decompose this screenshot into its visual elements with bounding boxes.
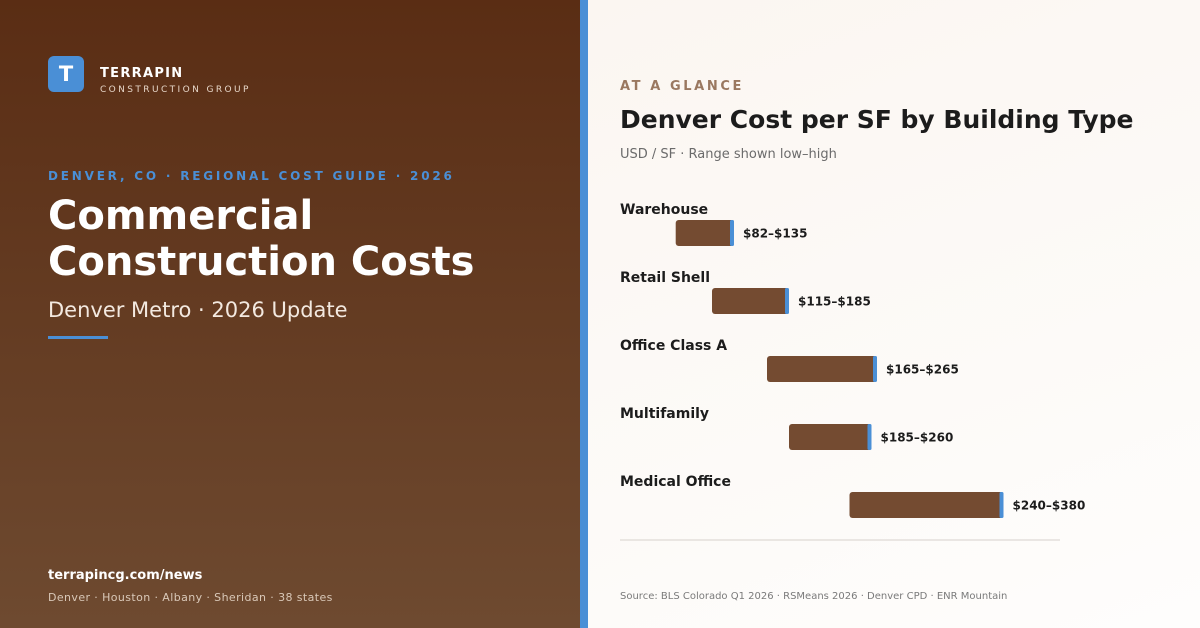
range-bar-chart: Warehouse $82–$135 Retail Shell $115–$185 Of… xyxy=(620,202,1086,541)
office-locations: Denver · Houston · Albany · Sheridan · 3… xyxy=(48,591,333,604)
brand-subtitle: CONSTRUCTION GROUP xyxy=(100,85,251,95)
accent-rule xyxy=(48,336,108,339)
value-label: $115–$185 xyxy=(798,295,871,309)
site-link[interactable]: terrapincg.com/news xyxy=(48,568,203,583)
range-bar-high-cap xyxy=(730,220,734,246)
category-label: Retail Shell xyxy=(620,270,710,286)
category-label: Office Class A xyxy=(620,338,727,354)
chart-title: Denver Cost per SF by Building Type xyxy=(620,105,1134,134)
hero-subhead: Denver Metro · 2026 Update xyxy=(48,298,348,322)
range-bar-high-cap xyxy=(785,288,789,314)
hero-kicker: DENVER, CO · REGIONAL COST GUIDE · 2026 xyxy=(48,169,455,183)
hero-headline: Commercial Construction Costs xyxy=(48,193,474,285)
logo-mark: T xyxy=(48,56,84,92)
value-label: $82–$135 xyxy=(743,227,807,241)
range-bar xyxy=(767,356,877,382)
range-bar xyxy=(675,220,734,246)
source-note: Source: BLS Colorado Q1 2026 · RSMeans 2… xyxy=(620,591,1008,602)
range-bar xyxy=(712,288,789,314)
range-bar-high-cap xyxy=(873,356,877,382)
category-label: Multifamily xyxy=(620,406,709,422)
category-label: Medical Office xyxy=(620,474,731,490)
headline-line-1: Commercial xyxy=(48,193,314,239)
value-label: $185–$260 xyxy=(881,431,954,445)
value-label: $240–$380 xyxy=(1013,499,1086,513)
panel-eyebrow: AT A GLANCE xyxy=(620,79,744,94)
headline-line-2: Construction Costs xyxy=(48,239,475,285)
panel-divider xyxy=(580,0,588,628)
range-bar-high-cap xyxy=(999,492,1004,518)
chart-subtitle: USD / SF · Range shown low–high xyxy=(620,147,837,162)
range-bar xyxy=(849,492,1004,518)
category-label: Warehouse xyxy=(620,202,708,218)
brand-name: TERRAPIN xyxy=(100,66,184,81)
range-bar xyxy=(789,424,872,450)
range-bar-high-cap xyxy=(867,424,872,450)
chart-panel: AT A GLANCE Denver Cost per SF by Buildi… xyxy=(588,0,1200,628)
hero-panel: T TERRAPIN CONSTRUCTION GROUP DENVER, CO… xyxy=(0,0,580,628)
value-label: $165–$265 xyxy=(886,363,959,377)
